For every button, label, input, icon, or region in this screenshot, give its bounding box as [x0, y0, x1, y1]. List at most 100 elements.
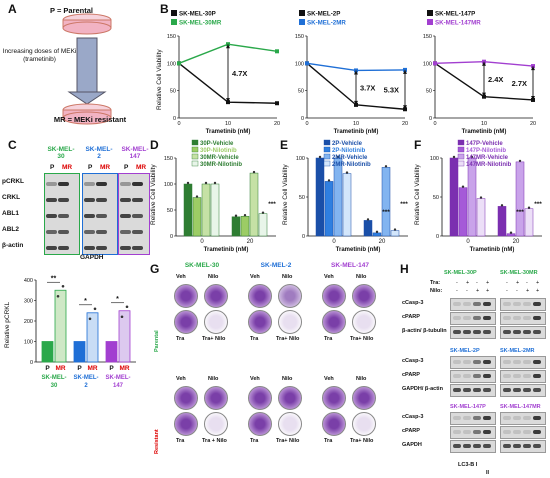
colony-well: [278, 412, 302, 436]
g-line-mel2: SK-MEL-2: [260, 262, 292, 269]
colony-well: [278, 386, 302, 410]
y-tick-label: 200: [24, 319, 33, 325]
blot-band: [46, 182, 57, 186]
bar-category-label: P: [77, 365, 82, 372]
g-tra-label: Tra: [176, 438, 185, 444]
data-point: [305, 61, 309, 66]
replicate-point: [88, 317, 92, 321]
legend-swatch: [323, 146, 331, 153]
blot-band: [58, 246, 69, 250]
bar: [41, 341, 54, 363]
c-row-pcrkl: pCRKL: [2, 178, 25, 185]
blot-band: [473, 416, 481, 420]
blot-band: [473, 444, 481, 448]
y-tick-label: 300: [24, 299, 33, 305]
blot-band: [132, 230, 143, 234]
g-nilo-label: Nilo: [356, 376, 367, 382]
bar-2MR-Nilotinib: [342, 173, 352, 237]
treatment-sign: -: [516, 288, 518, 294]
legend-label: SK-MEL-2P: [307, 11, 340, 18]
g-line-mel147: SK-MEL-147: [331, 262, 369, 269]
treatment-sign: +: [486, 280, 490, 286]
colony-well: [174, 284, 198, 308]
legend-label: SK-MEL-2MR: [307, 20, 346, 27]
replicate-point: [384, 165, 388, 168]
replicate-point: [470, 155, 474, 159]
panel-g-letter: G: [150, 262, 160, 276]
fold-label: 4.7X: [232, 69, 247, 78]
h-tra-label: Tra:: [430, 280, 441, 286]
replicate-point: [527, 206, 531, 209]
bar-2MR-Nilotinib: [390, 230, 400, 237]
treatment-sign: +: [466, 280, 470, 286]
blot-band: [463, 330, 471, 334]
blot-band: [46, 214, 57, 218]
colony-well: [248, 284, 272, 308]
blot-band: [523, 316, 531, 320]
x-axis-label: Trametinib (nM): [462, 129, 507, 135]
blot-band: [463, 416, 471, 420]
treatment-sign: -: [506, 288, 508, 294]
colony-well: [322, 284, 346, 308]
g-veh-label: Veh: [176, 376, 186, 382]
treatment-sign: +: [486, 288, 490, 294]
blot-band: [503, 416, 511, 420]
blot-band: [453, 360, 461, 364]
parental-label: P = Parental: [50, 6, 94, 15]
sig-label: ***: [268, 201, 276, 208]
y-tick-label: 150: [295, 34, 304, 40]
colony-well: [204, 386, 228, 410]
replicate-point: [327, 179, 331, 182]
blot-band: [513, 444, 521, 448]
blot-band: [463, 302, 471, 306]
blot-band: [523, 430, 531, 434]
c-line-mel30: SK-MEL-30: [47, 146, 75, 160]
replicate-point: [336, 155, 340, 159]
legend-swatch: [171, 10, 177, 16]
blot-band: [503, 330, 511, 334]
h-blot-strip: [500, 356, 546, 369]
blot-band: [120, 230, 131, 234]
legend-swatch: [191, 153, 199, 160]
panel-c-letter: C: [8, 138, 17, 152]
blot-band: [453, 416, 461, 420]
colony-well: [248, 412, 272, 436]
blot-band: [523, 302, 531, 306]
colony-well: [278, 284, 302, 308]
blot-band: [483, 360, 491, 364]
colony-well: [204, 284, 228, 308]
panel-f-letter: F: [414, 138, 422, 152]
c-line-mel147: SK-MEL-147: [121, 146, 149, 160]
colony-well: [204, 310, 228, 334]
treatment-sign: -: [466, 288, 468, 294]
legend-label: SK-MEL-30MR: [179, 20, 222, 27]
blot-band: [473, 388, 481, 392]
panel-h-blot: SK-MEL-30P SK-MEL-30MR Tra: Nilo: - + - + - +…: [400, 270, 550, 478]
sig-label: **: [51, 275, 57, 282]
legend-swatch: [457, 139, 465, 146]
bar-30MR-Nilotinib: [258, 213, 268, 237]
chart-F: 0 50 100 0 20 Trametinib (nM) 147P-Vehicle147P…: [430, 139, 542, 253]
blot-band: [533, 316, 541, 320]
g-tra-label: Tra: [176, 336, 185, 342]
blot-band: [483, 316, 491, 320]
h-line-title: SK-MEL-2P: [450, 348, 480, 354]
arrow-head: [354, 70, 358, 75]
x-tick-label: 0: [305, 121, 308, 127]
colony-well: [352, 412, 376, 436]
colony-well: [352, 284, 376, 308]
arrow-head: [226, 98, 230, 103]
replicate-point: [213, 181, 217, 185]
y-tick-label: 100: [164, 182, 173, 188]
replicate-point: [345, 171, 349, 174]
blot-band: [463, 374, 471, 378]
y-tick-label: 50: [426, 89, 432, 95]
blot-band: [533, 416, 541, 420]
replicate-point: [393, 228, 397, 231]
sig-label: *: [116, 296, 119, 303]
blot-band: [473, 374, 481, 378]
blot-band: [453, 316, 461, 320]
h-row-label: cPARP: [402, 372, 420, 378]
h-row-label: cCasp-3: [402, 358, 424, 364]
c-row-abl1: ABL1: [2, 210, 19, 217]
